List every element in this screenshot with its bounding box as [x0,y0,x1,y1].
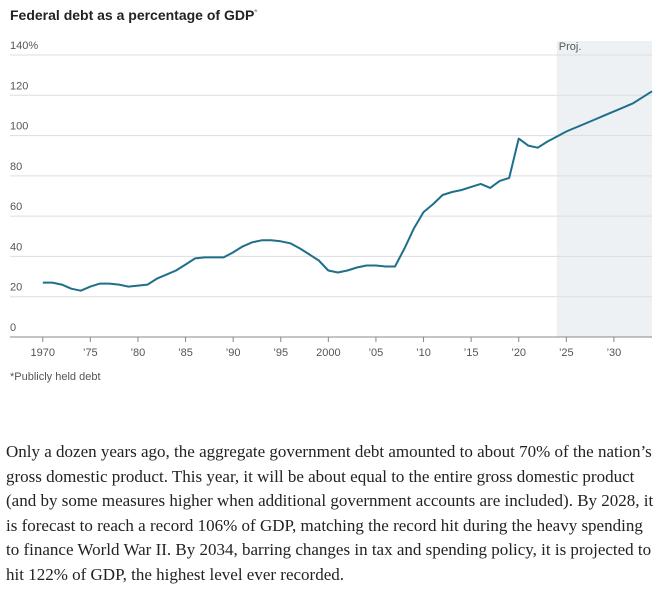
title-marker: * [254,8,258,17]
x-tick-label: ’90 [226,347,241,359]
projection-shade [556,41,652,337]
chart-title-group: Federal debt as a percentage of GDP* [10,7,258,23]
x-tick-label: 2000 [316,347,340,359]
y-tick-label: 60 [10,201,22,213]
y-tick-label: 80 [10,161,22,173]
y-tick-label: 140% [10,40,38,52]
y-tick-label: 120 [10,80,28,92]
y-tick-label: 100 [10,121,28,133]
y-tick-label: 40 [10,241,22,253]
article-paragraph: Only a dozen years ago, the aggregate go… [6,442,654,584]
x-tick-label: ’10 [416,347,431,359]
chart-title: Federal debt as a percentage of GDP [10,7,254,23]
y-tick-label: 20 [10,282,22,294]
x-tick-label: ’25 [559,347,574,359]
x-tick-label: ’85 [178,347,193,359]
x-tick-label: 1970 [31,347,55,359]
x-tick-label: ’15 [464,347,479,359]
x-tick-label: ’05 [369,347,384,359]
x-tick-label: ’30 [607,347,622,359]
footnote: *Publicly held debt [10,371,101,383]
y-tick-label: 0 [10,322,16,334]
x-tick-label: ’95 [273,347,288,359]
chart: Federal debt as a percentage of GDP* *Pu… [10,7,653,383]
projection-label: Proj. [559,41,582,53]
x-tick-label: ’75 [83,347,98,359]
debt-line [42,90,653,292]
x-tick-label: ’20 [511,347,526,359]
x-tick-label: ’80 [131,347,146,359]
